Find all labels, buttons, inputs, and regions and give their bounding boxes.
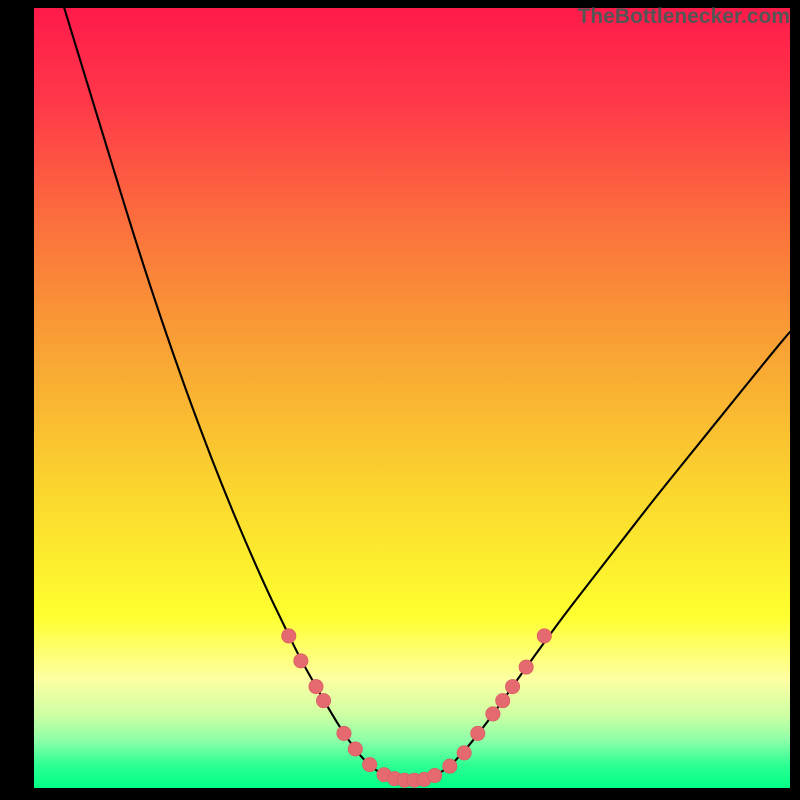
curve-marker <box>316 693 330 707</box>
curve-marker <box>294 654 308 668</box>
plot-background <box>34 8 790 788</box>
curve-marker <box>537 629 551 643</box>
curve-marker <box>457 746 471 760</box>
bottleneck-plot <box>34 8 790 788</box>
watermark-text: TheBottlenecker.com <box>578 6 790 27</box>
chart-frame: TheBottlenecker.com <box>0 0 800 800</box>
curve-marker <box>519 660 533 674</box>
curve-marker <box>505 679 519 693</box>
curve-marker <box>362 757 376 771</box>
curve-marker <box>309 679 323 693</box>
curve-marker <box>337 726 351 740</box>
curve-marker <box>486 707 500 721</box>
curve-marker <box>471 726 485 740</box>
curve-marker <box>348 742 362 756</box>
curve-marker <box>427 768 441 782</box>
curve-marker <box>496 693 510 707</box>
curve-marker <box>282 629 296 643</box>
curve-marker <box>443 759 457 773</box>
